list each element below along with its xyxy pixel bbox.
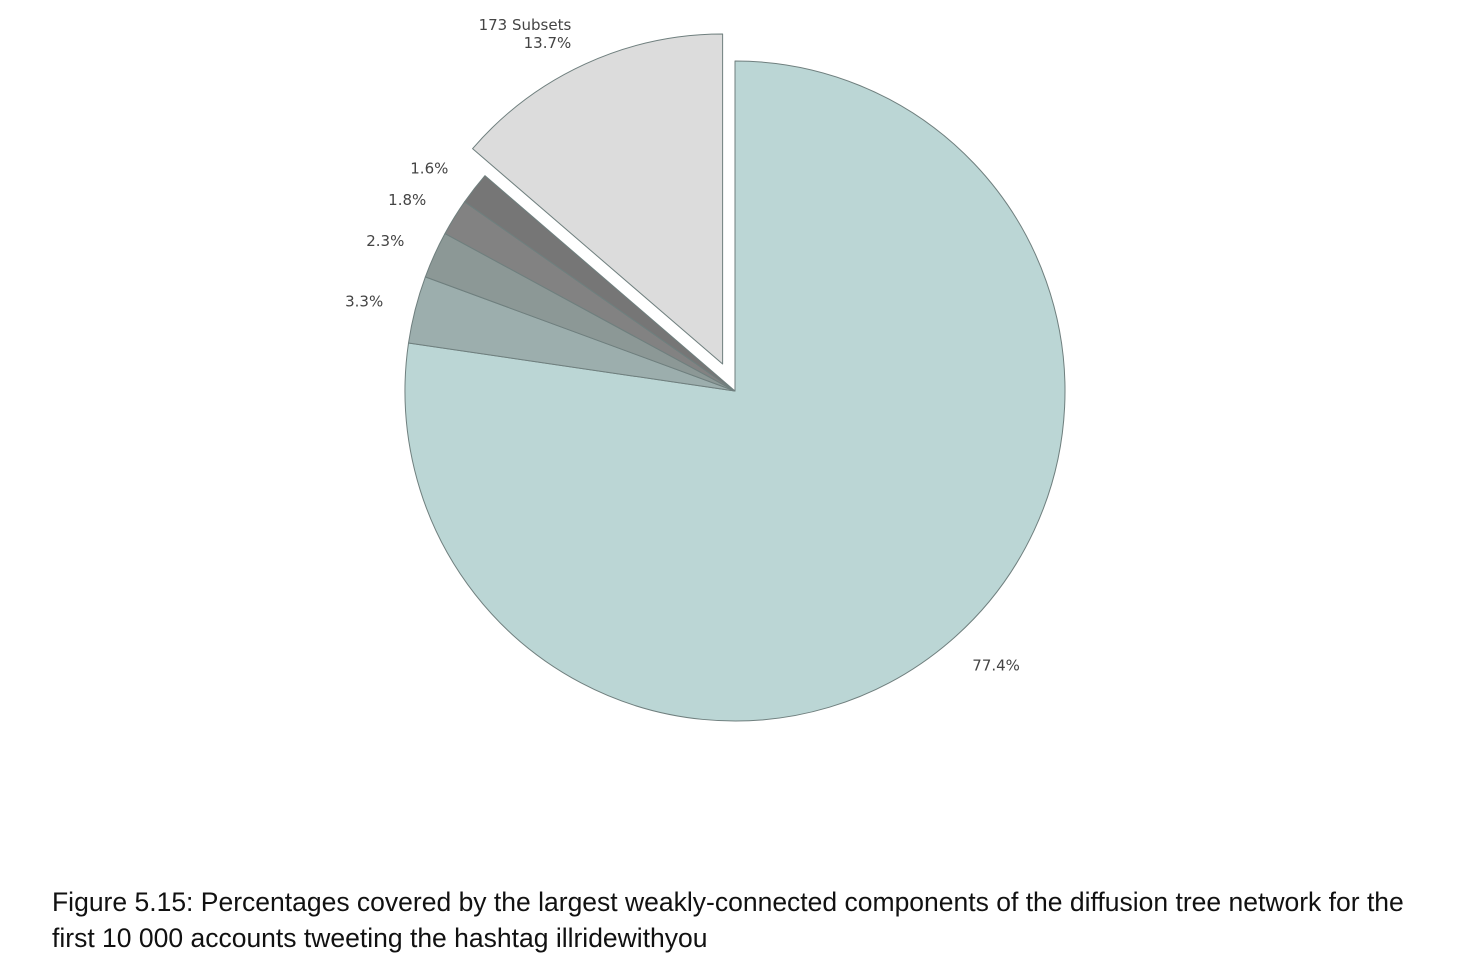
pie-slice-4	[464, 175, 736, 392]
figure-caption: Figure 5.15: Percentages covered by the …	[52, 887, 1404, 953]
pie-slice-0	[404, 60, 1066, 722]
pie-slice-label-4: 1.6%	[410, 159, 448, 177]
pie-slice-5	[472, 33, 724, 365]
pie-chart: 77.4% 3.3% 2.3% 1.8% 1.6% 173 Subsets 13.7%	[345, 16, 1066, 722]
pie-slice-label-3: 1.8%	[388, 191, 426, 209]
pie-slice-label-2: 2.3%	[366, 232, 404, 250]
pie-slices	[404, 33, 1066, 722]
pie-slice-label-5: 173 Subsets 13.7%	[479, 16, 572, 52]
pie-slice-label-1: 3.3%	[345, 292, 383, 310]
pie-labels: 77.4% 3.3% 2.3% 1.8% 1.6% 173 Subsets 13.7%	[345, 16, 1020, 675]
pie-slice-label-0: 77.4%	[972, 657, 1020, 675]
